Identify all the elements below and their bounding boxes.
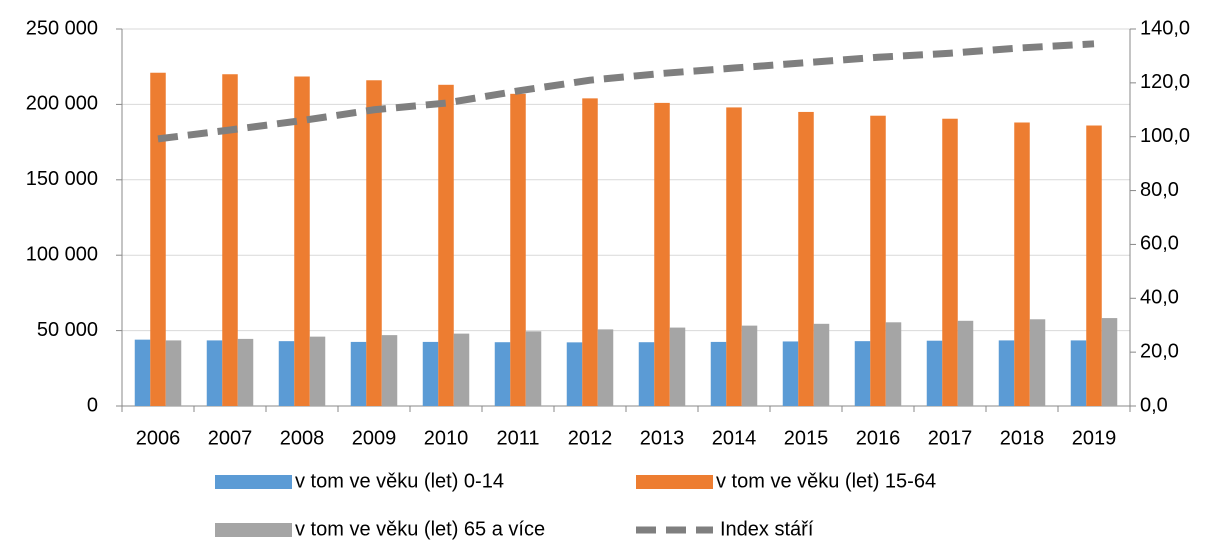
- y-tick-label: 150 000: [26, 168, 98, 190]
- y2-tick-label: 80,0: [1140, 179, 1179, 201]
- bar: [782, 341, 799, 406]
- bar: [813, 323, 830, 406]
- bar: [1029, 319, 1046, 406]
- bar: [309, 336, 326, 406]
- y2-tick-label: 40,0: [1140, 287, 1179, 309]
- y2-tick-label: 120,0: [1140, 71, 1190, 93]
- x-tick-label: 2016: [856, 427, 901, 449]
- x-tick-label: 2008: [280, 427, 325, 449]
- bar: [854, 341, 871, 406]
- bar: [438, 84, 454, 407]
- x-tick-label: 2014: [712, 427, 757, 449]
- bar: [422, 341, 439, 406]
- y-tick-label: 250 000: [26, 17, 98, 39]
- bar: [165, 340, 182, 406]
- bar: [222, 74, 238, 407]
- legend-label: v tom ve věku (let) 65 a více: [295, 518, 545, 540]
- legend-swatch: [215, 475, 292, 489]
- bar: [669, 327, 686, 406]
- x-tick-label: 2009: [352, 427, 397, 449]
- bar: [942, 118, 958, 406]
- bar: [566, 342, 583, 406]
- legend-swatch: [215, 523, 292, 537]
- bar: [870, 115, 886, 407]
- y2-tick-label: 0,0: [1140, 394, 1168, 416]
- bar: [237, 338, 254, 406]
- bar: [366, 80, 382, 406]
- x-tick-label: 2007: [208, 427, 253, 449]
- bar: [150, 72, 166, 407]
- bar: [654, 102, 670, 406]
- x-tick-label: 2012: [568, 427, 613, 449]
- bar: [597, 329, 614, 406]
- bar: [494, 342, 511, 406]
- bar: [638, 342, 655, 406]
- y-tick-label: 0: [87, 394, 98, 416]
- bar: [798, 111, 814, 406]
- bar: [582, 98, 598, 407]
- y-tick-label: 200 000: [26, 93, 98, 115]
- y2-tick-label: 20,0: [1140, 340, 1179, 362]
- x-tick-label: 2013: [640, 427, 685, 449]
- bar: [726, 107, 742, 406]
- x-tick-label: 2018: [1000, 427, 1045, 449]
- bar: [278, 341, 295, 406]
- x-tick-label: 2015: [784, 427, 829, 449]
- bar: [1086, 125, 1102, 407]
- bar: [453, 333, 470, 406]
- bar: [1070, 340, 1087, 406]
- y-tick-label: 50 000: [37, 319, 98, 341]
- y2-tick-label: 100,0: [1140, 125, 1190, 147]
- bar: [294, 76, 310, 406]
- bar: [710, 341, 727, 406]
- y-tick-label: 100 000: [26, 243, 98, 265]
- x-tick-label: 2019: [1072, 427, 1117, 449]
- bar: [510, 93, 526, 407]
- bar: [134, 339, 151, 406]
- x-tick-label: 2017: [928, 427, 973, 449]
- bar: [741, 325, 758, 406]
- bar: [206, 340, 223, 406]
- bar: [998, 340, 1015, 406]
- legend-swatch: [636, 475, 713, 489]
- bar: [1101, 318, 1118, 406]
- y2-tick-label: 60,0: [1140, 233, 1179, 255]
- bar: [885, 322, 902, 406]
- bar: [525, 331, 542, 406]
- bar: [957, 320, 974, 406]
- legend-label: v tom ve věku (let) 0-14: [295, 470, 504, 492]
- line: [157, 40, 1095, 143]
- legend-label: Index stáří: [720, 518, 814, 540]
- bar: [926, 340, 943, 406]
- y2-tick-label: 140,0: [1140, 17, 1190, 39]
- x-tick-label: 2011: [496, 427, 539, 449]
- bar: [1014, 122, 1030, 406]
- legend-label: v tom ve věku (let) 15-64: [716, 470, 936, 492]
- x-tick-label: 2010: [424, 427, 469, 449]
- x-tick-label: 2006: [136, 427, 181, 449]
- bar: [350, 341, 367, 406]
- bar: [381, 335, 398, 406]
